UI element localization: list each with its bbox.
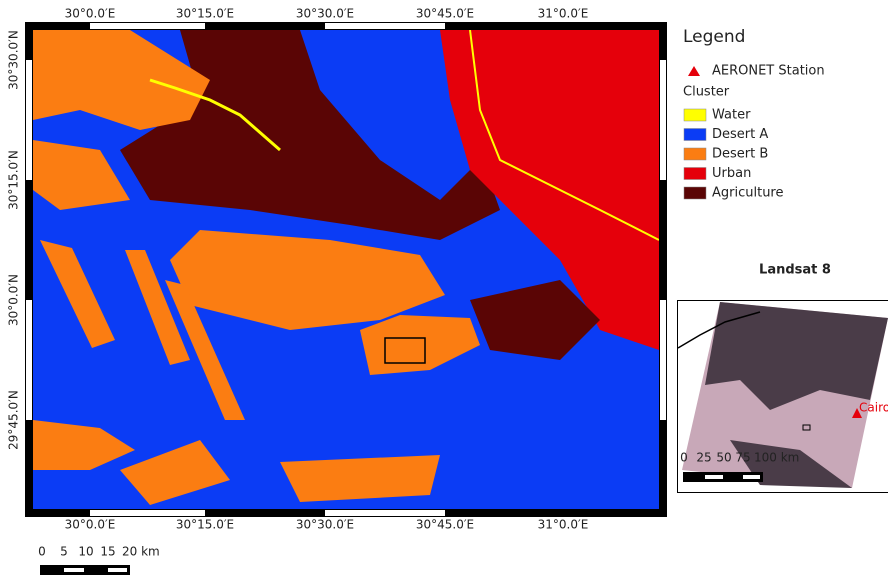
legend-swatch bbox=[684, 109, 706, 121]
legend-heading: Cluster bbox=[683, 85, 730, 100]
legend-label: Agriculture bbox=[712, 186, 784, 201]
scale-label: 0 bbox=[38, 545, 46, 559]
lon-label: 30°30.0′E bbox=[296, 518, 354, 532]
lon-label: 30°0.0′E bbox=[65, 518, 116, 532]
inset-scale-label: 25 bbox=[696, 451, 711, 465]
legend-items: Water Desert A Desert B Urban Agriculture bbox=[684, 108, 784, 201]
lon-label: 30°0.0′E bbox=[65, 7, 116, 21]
station-symbol bbox=[688, 66, 700, 76]
scale-label: 10 bbox=[78, 545, 93, 559]
lon-label: 30°30.0′E bbox=[296, 7, 354, 21]
legend-station: AERONET Station bbox=[712, 64, 825, 79]
legend-swatch bbox=[684, 129, 706, 141]
scale-label: 20 km bbox=[122, 545, 160, 559]
lon-label: 30°45.0′E bbox=[416, 518, 474, 532]
lat-label: 30°30.0′N bbox=[7, 30, 21, 90]
page: {"map": {"top_labels": ["30°0.0′E", "30°… bbox=[0, 0, 888, 576]
lon-label: 30°15.0′E bbox=[176, 518, 234, 532]
lat-label: 29°45.0′N bbox=[7, 390, 21, 450]
legend-label: Desert B bbox=[712, 147, 768, 162]
inset-scale-bar bbox=[683, 472, 763, 482]
legend-swatch bbox=[684, 168, 706, 180]
inset-scale-label: 100 km bbox=[754, 451, 799, 465]
inset-scale-label: 50 bbox=[716, 451, 731, 465]
legend-label: Urban bbox=[712, 166, 751, 181]
lon-label: 30°15.0′E bbox=[176, 7, 234, 21]
inset-title: Landsat 8 bbox=[759, 263, 831, 278]
legend-label: Water bbox=[712, 108, 751, 123]
map-area bbox=[33, 30, 659, 509]
legend-swatch bbox=[684, 148, 706, 160]
desert-b-area bbox=[280, 455, 440, 502]
inset-scale-label: 0 bbox=[680, 451, 688, 465]
legend-swatch bbox=[684, 187, 706, 199]
map-figure: 30°0.0′E 30°15.0′E 30°30.0′E 30°45.0′E 3… bbox=[0, 0, 888, 576]
lat-label: 30°15.0′N bbox=[7, 150, 21, 210]
scale-label: 15 bbox=[100, 545, 115, 559]
lon-label: 31°0.0′E bbox=[538, 518, 589, 532]
lon-label: 31°0.0′E bbox=[538, 7, 589, 21]
scale-label: 5 bbox=[60, 545, 68, 559]
legend-label: Desert A bbox=[712, 127, 768, 142]
legend-title: Legend bbox=[683, 27, 745, 47]
city-label: Cairo bbox=[859, 401, 888, 415]
lat-label: 30°0.0′N bbox=[7, 274, 21, 326]
inset-scale-label: 75 bbox=[735, 451, 750, 465]
lon-label: 30°45.0′E bbox=[416, 7, 474, 21]
scale-bar bbox=[40, 565, 130, 575]
